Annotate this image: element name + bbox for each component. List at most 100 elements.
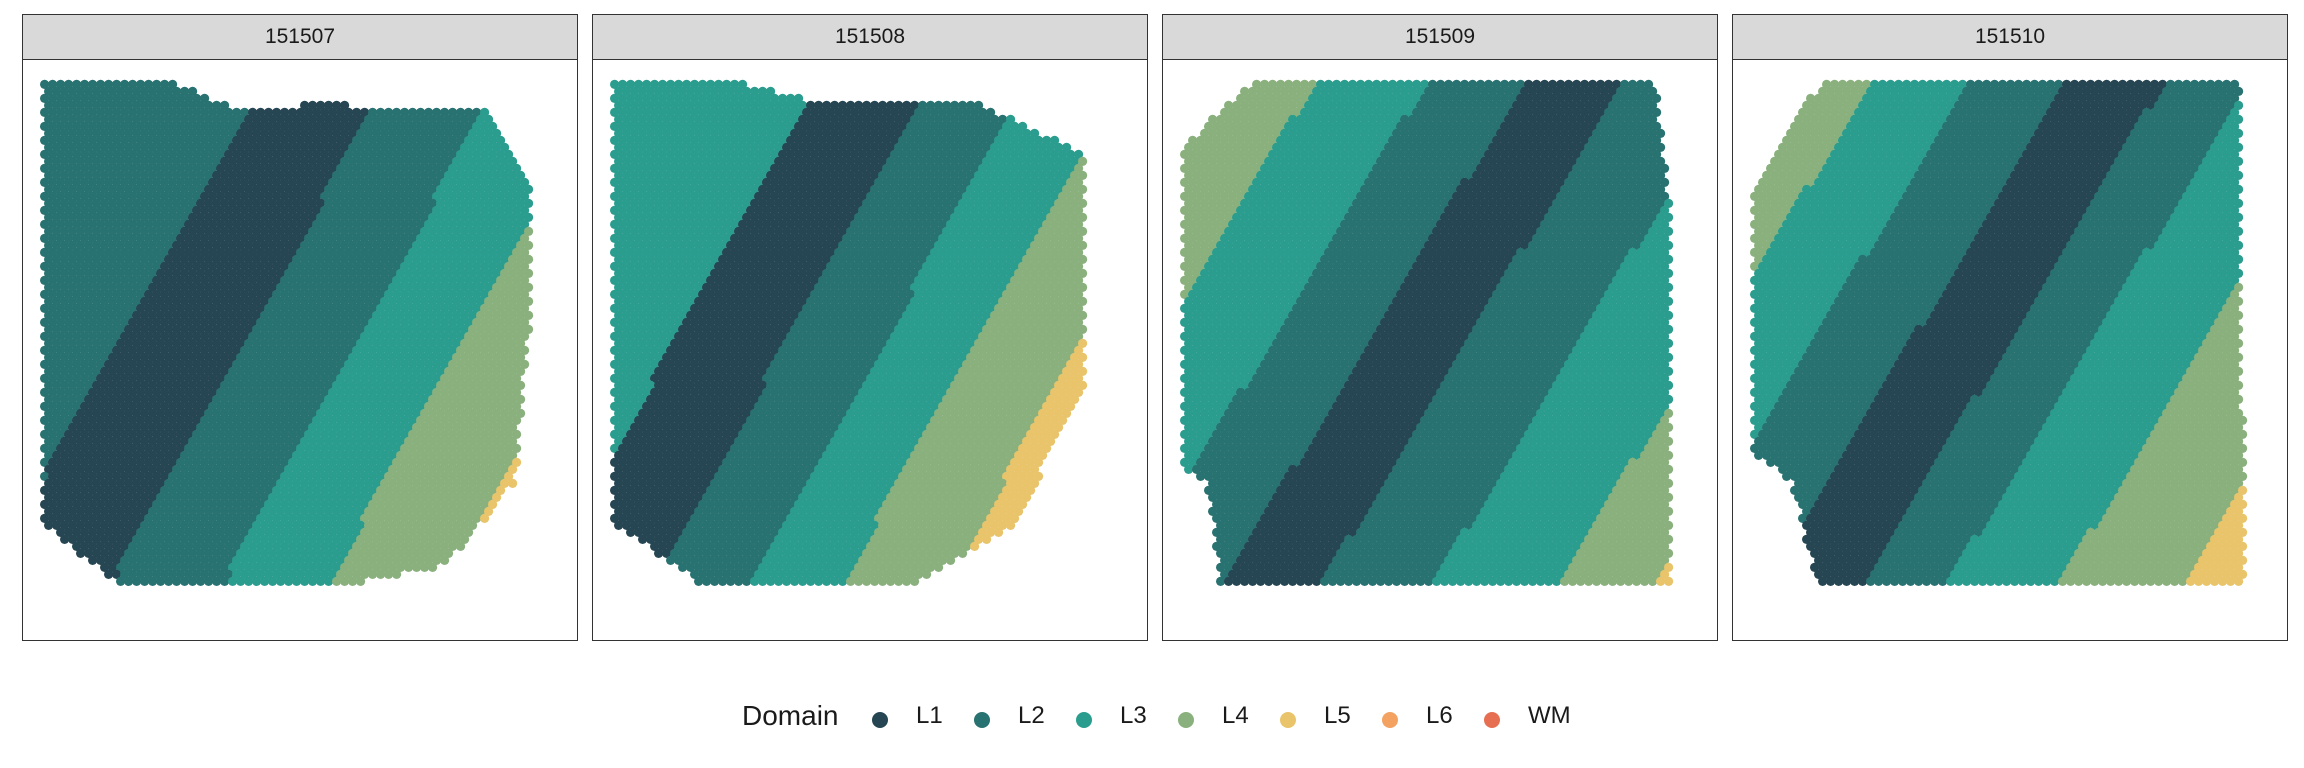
spot-l3 bbox=[464, 233, 474, 243]
spot-l2 bbox=[228, 408, 238, 418]
spot-l2 bbox=[200, 429, 210, 439]
spot-l3 bbox=[440, 205, 450, 215]
spot-l2 bbox=[328, 233, 338, 243]
spot-l1 bbox=[172, 422, 182, 432]
spot-l1 bbox=[188, 296, 198, 306]
spot-l2 bbox=[92, 268, 102, 278]
spot-l2 bbox=[56, 359, 66, 369]
spot-l2 bbox=[132, 212, 142, 222]
spot-l2 bbox=[228, 436, 238, 446]
spot-l2 bbox=[152, 93, 162, 103]
spot-l2 bbox=[404, 240, 414, 250]
spot-l1 bbox=[224, 205, 234, 215]
spot-l1 bbox=[128, 317, 138, 327]
spot-l1 bbox=[244, 282, 254, 292]
spot-l2 bbox=[200, 121, 210, 131]
spot-l2 bbox=[352, 149, 362, 159]
spot-l4 bbox=[400, 457, 410, 467]
spot-l2 bbox=[288, 317, 298, 327]
spot-l2 bbox=[408, 163, 418, 173]
spot-l3 bbox=[468, 296, 478, 306]
spot-l2 bbox=[44, 86, 54, 96]
spot-l3 bbox=[228, 576, 238, 587]
spot-l2 bbox=[348, 240, 358, 250]
spot-l2 bbox=[240, 443, 250, 453]
spot-l1 bbox=[204, 184, 214, 194]
spot-l2 bbox=[156, 576, 166, 587]
spot-l2 bbox=[152, 261, 162, 271]
spot-l1 bbox=[200, 303, 210, 313]
spot-l1 bbox=[312, 135, 322, 145]
spot-l1 bbox=[360, 107, 370, 117]
spot-l4 bbox=[488, 429, 498, 439]
spot-l2 bbox=[40, 471, 50, 481]
spot-l2 bbox=[384, 233, 394, 243]
spot-l4 bbox=[484, 436, 494, 446]
spot-l1 bbox=[284, 170, 294, 180]
spot-l4 bbox=[424, 401, 434, 411]
spot-l3 bbox=[452, 254, 462, 264]
spot-l3 bbox=[280, 471, 290, 481]
spot-l2 bbox=[244, 366, 254, 376]
spot-l2 bbox=[276, 380, 286, 390]
spot-l2 bbox=[64, 205, 74, 215]
spot-l2 bbox=[280, 289, 290, 299]
spot-l1 bbox=[168, 289, 178, 299]
spot-l2 bbox=[444, 156, 454, 166]
spot-l1 bbox=[252, 198, 262, 208]
spot-l2 bbox=[440, 135, 450, 145]
spot-l4 bbox=[456, 415, 466, 425]
spot-l1 bbox=[184, 233, 194, 243]
spot-l2 bbox=[72, 79, 82, 89]
spot-l2 bbox=[216, 387, 226, 397]
spot-l3 bbox=[492, 170, 502, 180]
spot-l2 bbox=[44, 268, 54, 278]
spot-l2 bbox=[352, 191, 362, 201]
spot-l3 bbox=[340, 422, 350, 432]
spot-l3 bbox=[444, 254, 454, 264]
spot-l2 bbox=[320, 261, 330, 271]
spot-l1 bbox=[96, 373, 106, 383]
spot-l1 bbox=[120, 401, 130, 411]
spot-l2 bbox=[372, 282, 382, 292]
spot-l2 bbox=[72, 107, 82, 117]
spot-l2 bbox=[48, 373, 58, 383]
spot-l2 bbox=[92, 226, 102, 236]
spot-l2 bbox=[260, 464, 270, 474]
spot-l1 bbox=[208, 317, 218, 327]
spot-l2 bbox=[288, 275, 298, 285]
spot-l3 bbox=[368, 415, 378, 425]
spot-l3 bbox=[352, 359, 362, 369]
spot-l3 bbox=[312, 457, 322, 467]
spot-l2 bbox=[424, 121, 434, 131]
spot-l2 bbox=[252, 324, 262, 334]
spot-l2 bbox=[308, 226, 318, 236]
spot-l4 bbox=[512, 331, 522, 341]
spot-l1 bbox=[280, 107, 290, 117]
spot-l2 bbox=[164, 156, 174, 166]
spot-l2 bbox=[320, 373, 330, 383]
spot-l2 bbox=[420, 198, 430, 208]
spot-l4 bbox=[512, 317, 522, 327]
spot-l1 bbox=[244, 184, 254, 194]
spot-l2 bbox=[312, 247, 322, 257]
spot-l3 bbox=[480, 177, 490, 187]
spot-l3 bbox=[384, 401, 394, 411]
spot-l3 bbox=[364, 352, 374, 362]
spot-l2 bbox=[436, 142, 446, 152]
spot-l4 bbox=[484, 366, 494, 376]
spot-l3 bbox=[368, 387, 378, 397]
spot-l2 bbox=[60, 128, 70, 138]
spot-l4 bbox=[500, 450, 510, 460]
spot-l1 bbox=[312, 107, 322, 117]
spot-l2 bbox=[260, 380, 270, 390]
spot-l2 bbox=[344, 261, 354, 271]
spot-l2 bbox=[308, 408, 318, 418]
spot-l2 bbox=[128, 247, 138, 257]
spot-l2 bbox=[188, 184, 198, 194]
spot-l2 bbox=[340, 338, 350, 348]
spot-l1 bbox=[192, 219, 202, 229]
spot-l3 bbox=[456, 149, 466, 159]
spot-l2 bbox=[204, 128, 214, 138]
spot-l1 bbox=[48, 457, 58, 467]
